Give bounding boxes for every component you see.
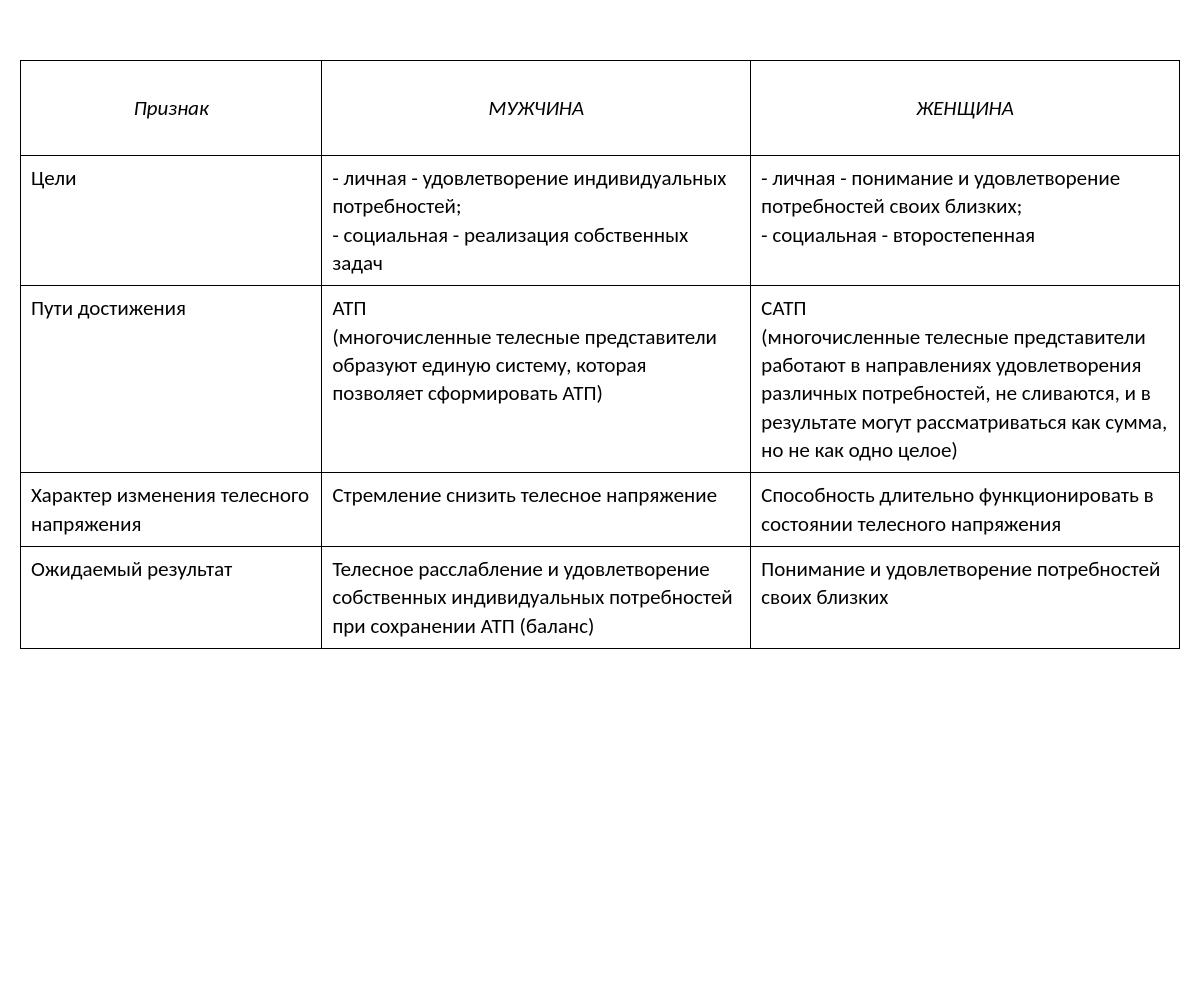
cell-male: - личная - удовлетворение индивидуальных… [322,156,751,286]
table-row: Пути достижения АТП(многочисленные телес… [21,286,1180,473]
cell-attribute: Характер изменения телесного напряжения [21,473,322,547]
cell-male: Телесное расслабление и удовлетворение с… [322,547,751,649]
cell-female: - личная - понимание и удовлетворение по… [751,156,1180,286]
header-attribute: Признак [21,61,322,156]
cell-female: Понимание и удовлетворение потребностей … [751,547,1180,649]
header-male: МУЖЧИНА [322,61,751,156]
comparison-table: Признак МУЖЧИНА ЖЕНЩИНА Цели - личная - … [20,60,1180,649]
cell-male: АТП(многочисленные телесные представител… [322,286,751,473]
header-female: ЖЕНЩИНА [751,61,1180,156]
cell-attribute: Цели [21,156,322,286]
cell-attribute: Пути достижения [21,286,322,473]
table-row: Ожидаемый результат Телесное расслаблени… [21,547,1180,649]
cell-male: Стремление снизить телесное напряжение [322,473,751,547]
table-header-row: Признак МУЖЧИНА ЖЕНЩИНА [21,61,1180,156]
cell-attribute: Ожидаемый результат [21,547,322,649]
cell-female: САТП(многочисленные телесные представите… [751,286,1180,473]
cell-female: Способность длительно функционировать в … [751,473,1180,547]
table-row: Характер изменения телесного напряжения … [21,473,1180,547]
table-row: Цели - личная - удовлетворение индивидуа… [21,156,1180,286]
